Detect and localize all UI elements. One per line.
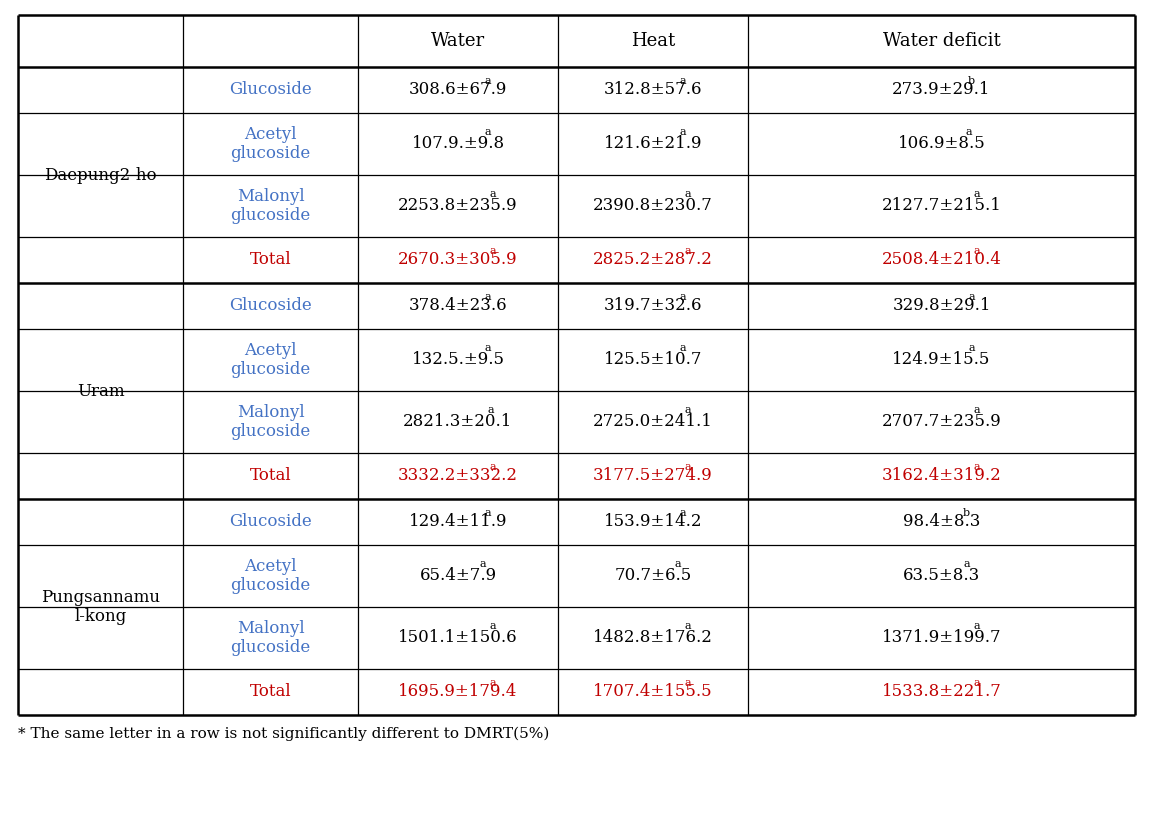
Text: 329.8±29.1: 329.8±29.1: [892, 297, 990, 314]
Text: Total: Total: [250, 684, 292, 700]
Text: Acetyl
glucoside: Acetyl glucoside: [231, 558, 310, 595]
Text: a: a: [490, 621, 496, 631]
Text: Glucoside: Glucoside: [229, 514, 311, 531]
Text: 312.8±57.6: 312.8±57.6: [604, 82, 702, 98]
Text: a: a: [973, 678, 980, 688]
Text: a: a: [969, 292, 974, 301]
Text: * The same letter in a row is not significantly different to DMRT(5%): * The same letter in a row is not signif…: [18, 727, 549, 741]
Text: a: a: [675, 559, 681, 568]
Text: 129.4±11.9: 129.4±11.9: [409, 514, 507, 531]
Text: a: a: [488, 405, 493, 414]
Text: a: a: [680, 127, 686, 137]
Text: 273.9±29.1: 273.9±29.1: [892, 82, 990, 98]
Text: Acetyl
glucoside: Acetyl glucoside: [231, 125, 310, 162]
Text: 98.4±8.3: 98.4±8.3: [903, 514, 980, 531]
Text: a: a: [973, 246, 980, 256]
Text: a: a: [963, 559, 970, 568]
Text: Water: Water: [431, 32, 485, 50]
Text: 1695.9±179.4: 1695.9±179.4: [398, 684, 518, 700]
Text: 2253.8±235.9: 2253.8±235.9: [398, 197, 518, 215]
Text: 1501.1±150.6: 1501.1±150.6: [398, 630, 518, 646]
Text: 70.7±6.5: 70.7±6.5: [615, 568, 692, 585]
Text: a: a: [490, 188, 496, 198]
Text: 63.5±8.3: 63.5±8.3: [903, 568, 980, 585]
Text: a: a: [973, 188, 980, 198]
Text: a: a: [685, 405, 692, 414]
Text: b: b: [963, 508, 971, 518]
Text: Heat: Heat: [631, 32, 676, 50]
Text: 3177.5±274.9: 3177.5±274.9: [593, 468, 713, 485]
Text: a: a: [490, 246, 496, 256]
Text: a: a: [484, 508, 491, 518]
Text: a: a: [680, 508, 686, 518]
Text: a: a: [680, 76, 686, 86]
Text: a: a: [490, 678, 496, 688]
Text: a: a: [490, 462, 496, 472]
Text: Malonyl
glucoside: Malonyl glucoside: [231, 404, 310, 441]
Text: Pungsannamu
l-kong: Pungsannamu l-kong: [42, 589, 160, 625]
Text: 132.5.±9.5: 132.5.±9.5: [412, 351, 505, 369]
Text: 1707.4±155.5: 1707.4±155.5: [593, 684, 713, 700]
Text: 121.6±21.9: 121.6±21.9: [604, 135, 702, 152]
Text: Water deficit: Water deficit: [883, 32, 1001, 50]
Text: Uram: Uram: [77, 382, 125, 400]
Text: Malonyl
glucoside: Malonyl glucoside: [231, 188, 310, 224]
Text: 2127.7±215.1: 2127.7±215.1: [882, 197, 1002, 215]
Text: Total: Total: [250, 468, 292, 485]
Text: 65.4±7.9: 65.4±7.9: [420, 568, 497, 585]
Text: 2825.2±287.2: 2825.2±287.2: [593, 251, 713, 269]
Text: 2821.3±20.1: 2821.3±20.1: [404, 414, 513, 431]
Text: 308.6±67.9: 308.6±67.9: [409, 82, 507, 98]
Text: 1371.9±199.7: 1371.9±199.7: [882, 630, 1001, 646]
Text: a: a: [685, 188, 692, 198]
Text: a: a: [685, 621, 692, 631]
Text: a: a: [969, 342, 974, 353]
Text: b: b: [969, 76, 975, 86]
Text: a: a: [973, 462, 980, 472]
Text: Glucoside: Glucoside: [229, 82, 311, 98]
Text: Malonyl
glucoside: Malonyl glucoside: [231, 620, 310, 656]
Text: 1482.8±176.2: 1482.8±176.2: [593, 630, 713, 646]
Text: 2670.3±305.9: 2670.3±305.9: [398, 251, 518, 269]
Text: a: a: [680, 342, 686, 353]
Text: 319.7±32.6: 319.7±32.6: [604, 297, 702, 314]
Text: a: a: [484, 342, 491, 353]
Text: Acetyl
glucoside: Acetyl glucoside: [231, 342, 310, 378]
Text: Total: Total: [250, 251, 292, 269]
Text: Daepung2-ho: Daepung2-ho: [44, 166, 157, 183]
Text: a: a: [484, 127, 491, 137]
Text: 107.9.±9.8: 107.9.±9.8: [412, 135, 505, 152]
Text: 3332.2±332.2: 3332.2±332.2: [398, 468, 518, 485]
Text: a: a: [973, 405, 980, 414]
Text: a: a: [685, 678, 692, 688]
Text: a: a: [484, 76, 491, 86]
Text: 124.9±15.5: 124.9±15.5: [892, 351, 990, 369]
Text: 378.4±23.6: 378.4±23.6: [408, 297, 507, 314]
Text: 153.9±14.2: 153.9±14.2: [604, 514, 702, 531]
Text: a: a: [680, 292, 686, 301]
Text: 125.5±10.7: 125.5±10.7: [604, 351, 702, 369]
Text: Glucoside: Glucoside: [229, 297, 311, 314]
Text: a: a: [973, 621, 980, 631]
Text: a: a: [480, 559, 487, 568]
Text: a: a: [484, 292, 491, 301]
Text: 2725.0±241.1: 2725.0±241.1: [593, 414, 713, 431]
Text: a: a: [966, 127, 972, 137]
Text: a: a: [685, 462, 692, 472]
Text: 106.9±8.5: 106.9±8.5: [898, 135, 986, 152]
Text: a: a: [685, 246, 692, 256]
Text: 1533.8±221.7: 1533.8±221.7: [882, 684, 1002, 700]
Text: 2390.8±230.7: 2390.8±230.7: [593, 197, 713, 215]
Text: 3162.4±319.2: 3162.4±319.2: [882, 468, 1001, 485]
Text: 2707.7±235.9: 2707.7±235.9: [882, 414, 1001, 431]
Text: 2508.4±210.4: 2508.4±210.4: [882, 251, 1002, 269]
